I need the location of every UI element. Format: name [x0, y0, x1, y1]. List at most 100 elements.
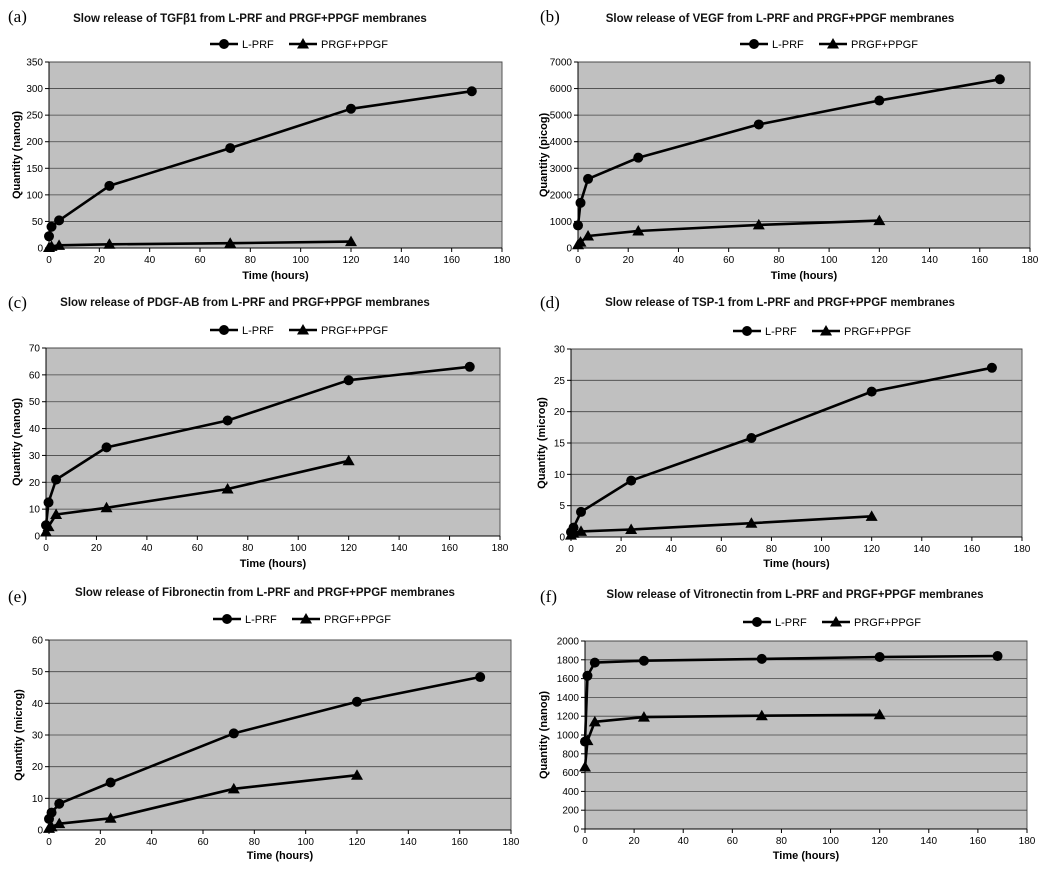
- x-tick-label: 120: [340, 543, 357, 554]
- x-tick-label: 180: [492, 543, 509, 554]
- x-tick-label: 80: [245, 255, 257, 266]
- x-tick-label: 0: [568, 544, 574, 555]
- y-tick-label: 10: [554, 470, 566, 481]
- x-axis-label: Time (hours): [242, 270, 309, 282]
- y-tick-label: 7000: [550, 58, 573, 69]
- series-l-prf: [44, 672, 486, 824]
- y-tick-label: 10: [32, 794, 44, 805]
- data-point: [752, 218, 765, 230]
- chart-panel: (e) Slow release of Fibronectin from L-PR…: [8, 587, 520, 862]
- legend: L-PRF PRGF+PPGF: [213, 613, 391, 626]
- x-tick-label: 40: [144, 255, 156, 266]
- y-tick-label: 5000: [550, 111, 573, 122]
- legend-marker: [297, 38, 309, 49]
- data-point: [54, 215, 65, 226]
- data-point: [228, 728, 239, 739]
- panel-label: (f): [540, 587, 557, 606]
- x-tick-label: 40: [141, 543, 153, 554]
- x-tick-label: 180: [503, 837, 520, 848]
- y-tick-label: 20: [32, 762, 44, 773]
- x-tick-label: 80: [242, 543, 254, 554]
- legend-label: L-PRF: [775, 617, 807, 629]
- y-tick-label: 30: [32, 731, 44, 742]
- x-tick-label: 80: [249, 837, 261, 848]
- y-tick-label: 400: [562, 787, 579, 798]
- x-tick-label: 120: [871, 836, 888, 847]
- chart-title: Slow release of TSP-1 from L-PRF and PRG…: [605, 297, 955, 309]
- y-tick-label: 10: [29, 505, 41, 516]
- legend-marker: [300, 613, 312, 624]
- x-tick-label: 100: [813, 544, 830, 555]
- y-tick-label: 1800: [557, 655, 580, 666]
- y-tick-label: 1400: [557, 693, 580, 704]
- data-point: [582, 670, 593, 681]
- series-prgf-ppgf: [565, 510, 878, 540]
- data-point: [583, 173, 594, 184]
- legend-marker: [219, 325, 229, 335]
- data-point: [51, 474, 62, 485]
- panel-label: (b): [540, 7, 560, 26]
- data-point: [46, 221, 57, 232]
- data-point: [53, 817, 66, 829]
- data-point: [475, 672, 486, 683]
- y-tick-label: 150: [26, 164, 43, 175]
- x-tick-label: 20: [629, 836, 641, 847]
- x-axis-label: Time (hours): [763, 558, 830, 570]
- y-axis-label: Quantity (microg): [13, 689, 25, 781]
- chart-panel: (c) Slow release of PDGF-AB from L-PRF an…: [8, 293, 509, 570]
- y-tick-label: 50: [29, 397, 41, 408]
- data-point: [626, 475, 637, 486]
- x-tick-label: 60: [727, 836, 739, 847]
- x-tick-label: 60: [192, 543, 204, 554]
- data-point: [227, 782, 240, 794]
- x-tick-label: 20: [94, 255, 106, 266]
- x-tick-label: 80: [766, 544, 778, 555]
- x-tick-label: 0: [46, 837, 52, 848]
- x-tick-label: 140: [393, 255, 410, 266]
- y-tick-label: 350: [26, 58, 43, 69]
- data-point: [582, 230, 595, 241]
- data-point: [874, 651, 885, 662]
- data-point: [53, 239, 66, 250]
- series-l-prf: [41, 361, 475, 531]
- data-point: [44, 231, 54, 242]
- legend-marker: [827, 38, 839, 49]
- legend-label: PRGF+PPGF: [844, 326, 911, 338]
- y-tick-label: 1600: [557, 674, 580, 685]
- data-point: [351, 769, 363, 780]
- legend-marker: [749, 39, 759, 49]
- x-tick-label: 20: [91, 543, 103, 554]
- data-point: [994, 74, 1005, 85]
- y-tick-label: 300: [26, 84, 43, 95]
- data-point: [745, 517, 758, 528]
- data-point: [632, 224, 645, 236]
- legend: L-PRF PRGF+PPGF: [210, 324, 388, 337]
- series-prgf-ppgf: [579, 708, 886, 772]
- data-point: [43, 497, 54, 508]
- x-axis-label: Time (hours): [240, 558, 307, 570]
- x-axis-label: Time (hours): [771, 270, 838, 282]
- chart-panel: (b) Slow release of VEGF from L-PRF and P…: [538, 7, 1039, 282]
- y-tick-label: 50: [32, 217, 44, 228]
- legend-marker: [222, 614, 232, 624]
- data-point: [342, 454, 355, 466]
- y-tick-label: 100: [26, 190, 43, 201]
- legend: L-PRF PRGF+PPGF: [733, 325, 911, 338]
- x-tick-label: 140: [921, 255, 938, 266]
- panel-label: (d): [540, 293, 560, 312]
- x-tick-label: 160: [443, 255, 460, 266]
- data-point: [46, 807, 57, 818]
- panel-label: (a): [8, 7, 27, 26]
- y-tick-label: 1200: [557, 712, 580, 723]
- data-point: [225, 143, 236, 154]
- x-tick-label: 60: [723, 255, 735, 266]
- data-point: [873, 214, 886, 226]
- y-tick-label: 0: [573, 825, 579, 836]
- series-l-prf: [573, 74, 1005, 231]
- x-axis-label: Time (hours): [773, 850, 840, 862]
- y-tick-label: 60: [29, 370, 41, 381]
- legend-label: L-PRF: [245, 614, 277, 626]
- y-tick-label: 30: [554, 345, 566, 356]
- series-prgf-ppgf: [572, 214, 886, 250]
- data-point: [755, 709, 768, 721]
